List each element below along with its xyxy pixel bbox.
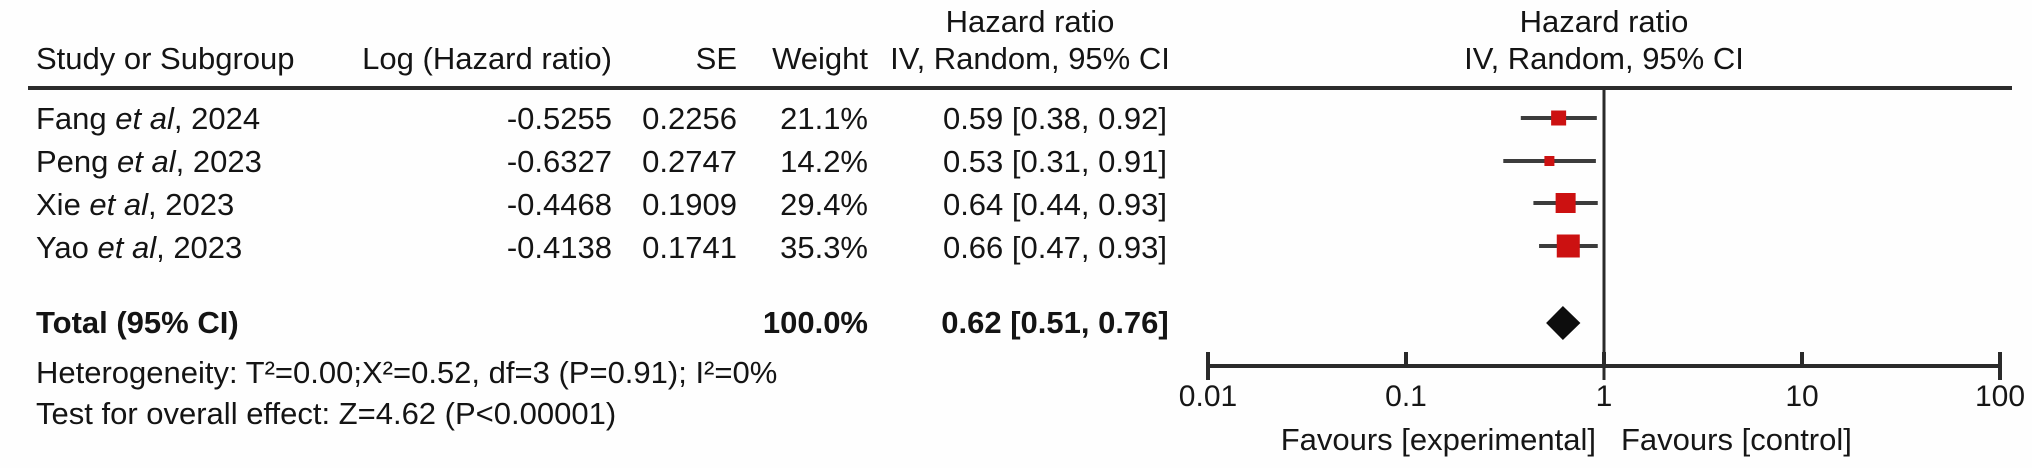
heterogeneity-text: Heterogeneity: T²=0.00;X²=0.52, df=3 (P=…	[36, 355, 778, 390]
study-label: Fang et al, 2024	[36, 101, 261, 136]
study-label: Xie et al, 2023	[36, 187, 235, 222]
study-marker	[1551, 110, 1567, 126]
ci-value: 0.59 [0.38, 0.92]	[942, 101, 1168, 136]
total-label: Total (95% CI)	[36, 305, 239, 340]
table-hr-header-line1: Hazard ratio	[945, 4, 1115, 39]
total-ci: 0.62 [0.51, 0.76]	[941, 305, 1169, 340]
log-hr-value: -0.6327	[506, 144, 612, 179]
log-hr-value: -0.4138	[506, 230, 612, 265]
column-header-ci: IV, Random, 95% CI	[890, 41, 1170, 76]
study-marker	[1544, 156, 1555, 166]
table-row: Fang et al, 2024 -0.5255 0.2256 21.1% 0.…	[0, 97, 1230, 140]
axis-tick-label: 0.01	[1179, 380, 1237, 413]
se-value: 0.2256	[642, 101, 737, 136]
weight-value: 21.1%	[780, 101, 868, 136]
ci-value: 0.53 [0.31, 0.91]	[942, 144, 1168, 179]
overall-effect-text: Test for overall effect: Z=4.62 (P<0.000…	[36, 396, 617, 431]
log-hr-value: -0.4468	[506, 187, 612, 222]
total-diamond	[1546, 306, 1581, 340]
column-header-se: SE	[695, 41, 737, 76]
favours-experimental-label: Favours [experimental]	[1281, 422, 1596, 457]
total-row: Total (95% CI) 100.0% 0.62 [0.51, 0.76]	[0, 301, 1230, 344]
header-divider	[28, 86, 2012, 90]
ci-value: 0.66 [0.47, 0.93]	[942, 230, 1168, 265]
favours-control-label: Favours [control]	[1621, 422, 1852, 457]
plot-hr-header-line1: Hazard ratio	[1519, 4, 1689, 39]
study-label: Yao et al, 2023	[36, 230, 243, 265]
weight-value: 35.3%	[780, 230, 868, 265]
axis-tick-label: 0.1	[1385, 380, 1427, 413]
ci-value: 0.64 [0.44, 0.93]	[942, 187, 1168, 222]
axis-tick-label: 10	[1785, 380, 1818, 413]
weight-value: 14.2%	[780, 144, 868, 179]
plot-hr-header-line2: IV, Random, 95% CI	[1464, 41, 1744, 76]
column-header-log-hr: Log (Hazard ratio)	[362, 41, 612, 76]
study-marker	[1556, 234, 1580, 258]
table-row: Peng et al, 2023 -0.6327 0.2747 14.2% 0.…	[0, 140, 1230, 183]
column-header-study: Study or Subgroup	[36, 41, 295, 76]
study-marker	[1555, 193, 1576, 213]
se-value: 0.2747	[642, 144, 737, 179]
se-value: 0.1909	[642, 187, 737, 222]
total-weight: 100.0%	[762, 305, 868, 340]
axis-tick-label: 100	[1975, 380, 2025, 413]
table-row: Yao et al, 2023 -0.4138 0.1741 35.3% 0.6…	[0, 226, 1230, 269]
table-row: Xie et al, 2023 -0.4468 0.1909 29.4% 0.6…	[0, 183, 1230, 226]
column-header-weight: Weight	[772, 41, 868, 76]
se-value: 0.1741	[642, 230, 737, 265]
axis-tick-label: 1	[1596, 380, 1613, 413]
weight-value: 29.4%	[780, 187, 868, 222]
study-label: Peng et al, 2023	[36, 144, 262, 179]
log-hr-value: -0.5255	[506, 101, 612, 136]
